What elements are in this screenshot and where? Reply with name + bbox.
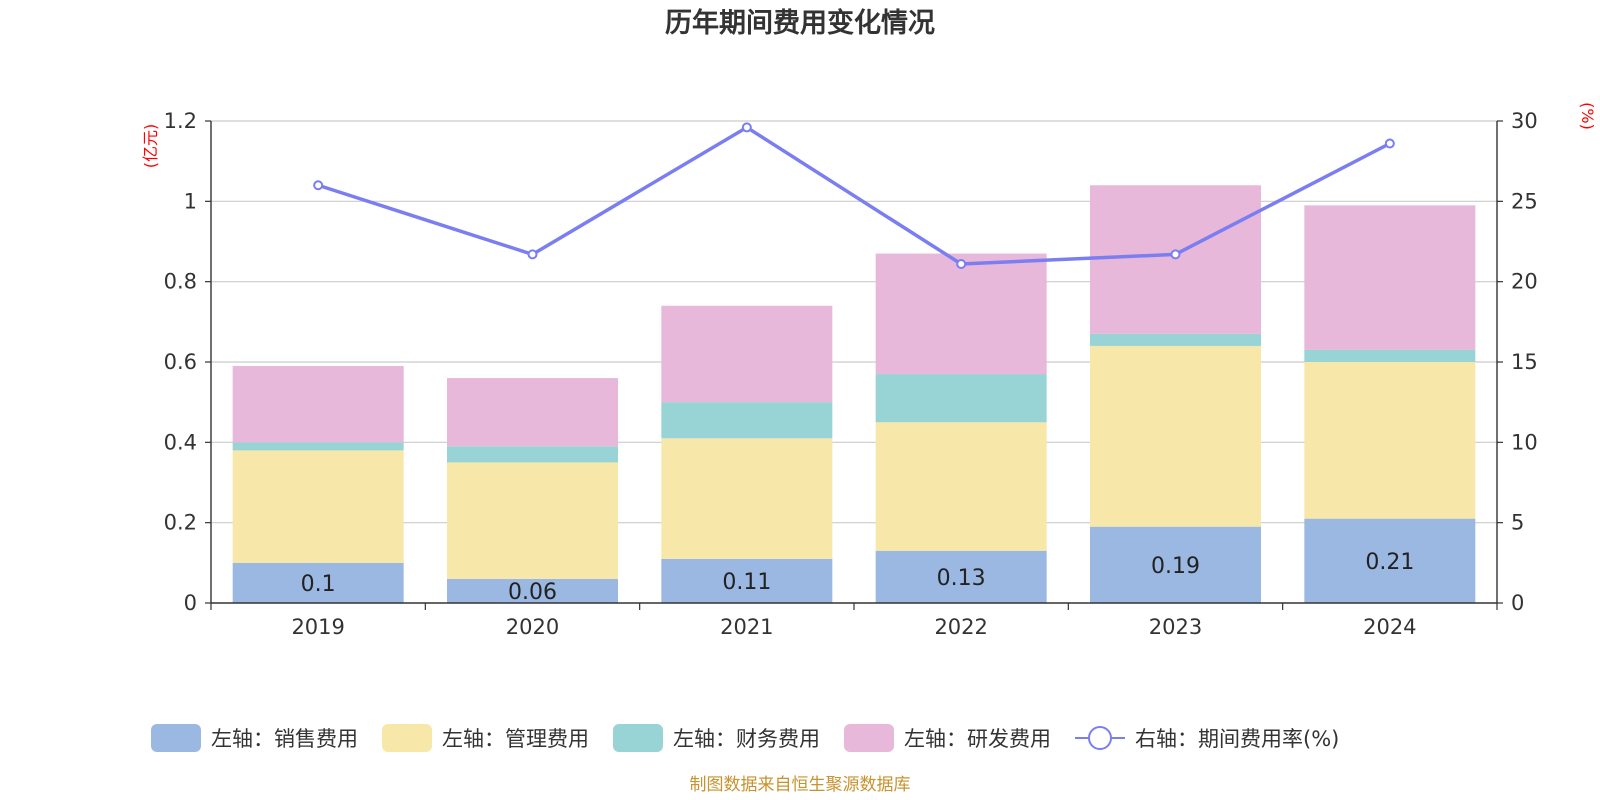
bar-segment [1304, 349, 1476, 362]
rate-point [313, 180, 324, 191]
rate-point [1384, 138, 1395, 149]
right-axis-unit: (%) [1578, 102, 1597, 130]
rate-point [527, 249, 538, 260]
chart-title: 历年期间费用变化情况 [665, 7, 935, 39]
legend-label: 右轴：期间费用率(%) [1135, 727, 1339, 751]
left-axis-unit: (亿元) [141, 124, 160, 169]
legend-marker [1088, 726, 1112, 750]
bar-segment [1090, 185, 1261, 334]
x-tick-label: 2023 [1149, 615, 1202, 639]
x-tick-label: 2019 [291, 615, 344, 639]
left-tick-label: 1 [184, 189, 197, 213]
bar-segment [1090, 333, 1261, 346]
bar-segment [232, 442, 404, 451]
legend-label: 左轴：财务费用 [673, 727, 820, 751]
right-tick-label: 10 [1511, 430, 1538, 454]
rate-line [317, 125, 1391, 266]
bar-segment [1090, 526, 1261, 603]
right-tick-label: 0 [1511, 591, 1524, 615]
legend-swatch [151, 724, 201, 752]
rate-point [956, 258, 967, 269]
bar-segment [661, 558, 833, 603]
right-tick-label: 5 [1511, 511, 1524, 535]
left-tick-label: 0.6 [164, 350, 197, 374]
left-tick-label: 0.4 [164, 430, 197, 454]
bar-segment [661, 402, 833, 439]
bar-segment [232, 366, 404, 443]
bar-segment [447, 446, 618, 463]
left-tick-label: 1.2 [164, 109, 197, 133]
right-tick-label: 15 [1511, 350, 1538, 374]
bar-segment [232, 562, 404, 603]
left-tick-label: 0.2 [164, 511, 197, 535]
left-tick-label: 0.8 [164, 270, 197, 294]
bar-segment [1304, 205, 1476, 350]
legend-swatch [844, 724, 894, 752]
legend-label: 左轴：销售费用 [211, 727, 358, 751]
bar-series [232, 185, 1476, 603]
bar-segment [1090, 345, 1261, 527]
bar-segment [661, 305, 833, 403]
x-tick-label: 2024 [1363, 615, 1416, 639]
bar-data-label: 0.06 [508, 580, 557, 605]
grid-lines [211, 120, 1497, 524]
legend-swatch [382, 724, 432, 752]
left-tick-label: 0 [184, 591, 197, 615]
axes: 0 0.2 0.4 0.6 0.8 1 1.2 0 5 10 15 20 25 30 2019 2020 202… [164, 109, 1538, 639]
bar-data-label: 0.1 [301, 572, 336, 597]
bar-segment [447, 462, 618, 579]
bar-segment [447, 378, 618, 447]
rate-point [1170, 249, 1181, 260]
legend-swatch [613, 724, 663, 752]
bar-segment [447, 578, 618, 603]
bar-segment [875, 422, 1047, 551]
bar-segment [875, 550, 1047, 603]
legend-label: 左轴：管理费用 [442, 727, 589, 751]
legend: 左轴：销售费用 左轴：管理费用 左轴：财务费用 左轴：研发费用 右轴：期间费用率(%) [151, 724, 1339, 752]
bar-data-label: 0.19 [1151, 554, 1200, 579]
right-tick-label: 30 [1511, 109, 1538, 133]
source-note: 制图数据来自恒生聚源数据库 [690, 775, 911, 795]
bar-data-label: 0.11 [722, 570, 771, 595]
bar-data-labels: 0.1 0.06 0.11 0.13 0.19 0.21 [301, 550, 1415, 605]
x-tick-label: 2021 [720, 615, 773, 639]
x-tick-label: 2020 [506, 615, 559, 639]
bar-segment [875, 253, 1047, 375]
x-tick-label: 2022 [934, 615, 987, 639]
right-tick-label: 25 [1511, 189, 1538, 213]
bar-data-label: 0.21 [1365, 550, 1414, 575]
rate-line-series [313, 122, 1395, 269]
bar-segment [661, 438, 833, 559]
bar-segment [1304, 362, 1476, 519]
right-tick-label: 20 [1511, 270, 1538, 294]
bar-segment [1304, 518, 1476, 603]
legend-label: 左轴：研发费用 [904, 727, 1051, 751]
bar-segment [875, 374, 1047, 423]
bar-segment [232, 450, 404, 563]
bar-data-label: 0.13 [937, 566, 986, 591]
rate-point [741, 122, 752, 133]
